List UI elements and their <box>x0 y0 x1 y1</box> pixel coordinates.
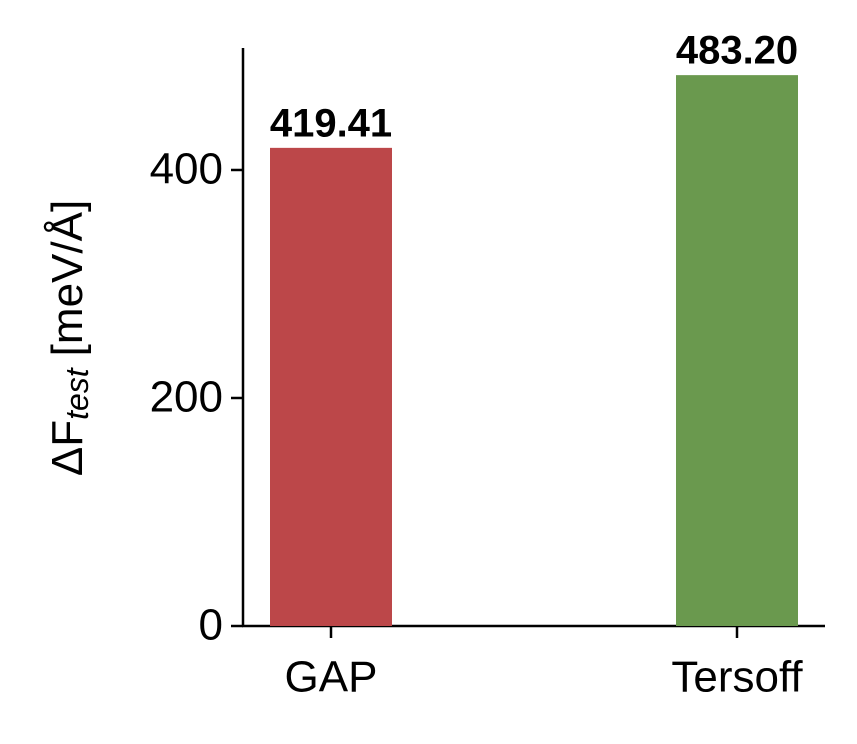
y-label-sub: test <box>59 367 95 420</box>
x-tick-label: GAP <box>285 653 378 702</box>
y-label-unit: [meV/Å] <box>43 200 92 357</box>
y-axis-label: ΔFtest [meV/Å] <box>43 200 96 476</box>
bar <box>676 75 798 627</box>
x-tick-label: Tersoff <box>671 653 803 702</box>
y-tick-label: 0 <box>199 601 223 650</box>
y-label-main: ΔF <box>43 420 92 476</box>
y-tick-label: 200 <box>150 373 223 422</box>
value-label: 419.41 <box>270 101 392 145</box>
bar <box>270 147 392 626</box>
y-tick-label: 400 <box>150 145 223 194</box>
value-label: 483.20 <box>676 29 798 73</box>
